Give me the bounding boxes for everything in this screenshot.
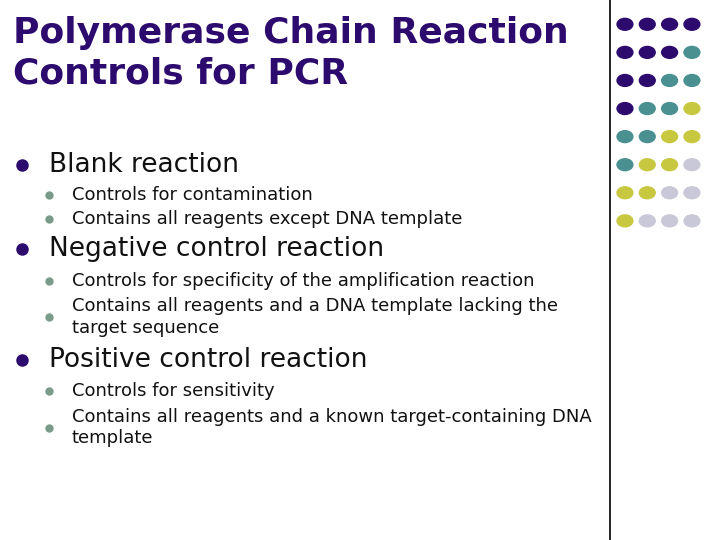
Circle shape: [662, 103, 678, 114]
Circle shape: [617, 187, 633, 199]
Circle shape: [684, 131, 700, 143]
Circle shape: [639, 18, 655, 30]
Circle shape: [684, 215, 700, 227]
Circle shape: [662, 131, 678, 143]
Text: Polymerase Chain Reaction
Controls for PCR: Polymerase Chain Reaction Controls for P…: [13, 16, 569, 91]
Circle shape: [639, 215, 655, 227]
Circle shape: [684, 159, 700, 171]
Text: Contains all reagents and a DNA template lacking the
target sequence: Contains all reagents and a DNA template…: [72, 297, 558, 337]
Text: Positive control reaction: Positive control reaction: [49, 347, 367, 373]
Circle shape: [617, 75, 633, 86]
Circle shape: [639, 131, 655, 143]
Circle shape: [684, 75, 700, 86]
Circle shape: [662, 18, 678, 30]
Circle shape: [617, 215, 633, 227]
Text: Contains all reagents except DNA template: Contains all reagents except DNA templat…: [72, 210, 462, 228]
Circle shape: [617, 131, 633, 143]
Circle shape: [639, 75, 655, 86]
Circle shape: [639, 46, 655, 58]
Text: Contains all reagents and a known target-containing DNA
template: Contains all reagents and a known target…: [72, 408, 592, 448]
Circle shape: [617, 46, 633, 58]
Circle shape: [684, 18, 700, 30]
Circle shape: [684, 103, 700, 114]
Circle shape: [617, 159, 633, 171]
Circle shape: [684, 46, 700, 58]
Text: Controls for sensitivity: Controls for sensitivity: [72, 382, 274, 400]
Circle shape: [662, 159, 678, 171]
Circle shape: [662, 75, 678, 86]
Circle shape: [684, 187, 700, 199]
Circle shape: [662, 46, 678, 58]
Circle shape: [662, 187, 678, 199]
Circle shape: [617, 18, 633, 30]
Text: Controls for contamination: Controls for contamination: [72, 186, 312, 205]
Text: Controls for specificity of the amplification reaction: Controls for specificity of the amplific…: [72, 272, 534, 290]
Text: Blank reaction: Blank reaction: [49, 152, 239, 178]
Text: Negative control reaction: Negative control reaction: [49, 237, 384, 262]
Circle shape: [617, 103, 633, 114]
Circle shape: [639, 103, 655, 114]
Circle shape: [639, 187, 655, 199]
Circle shape: [639, 159, 655, 171]
Circle shape: [662, 215, 678, 227]
